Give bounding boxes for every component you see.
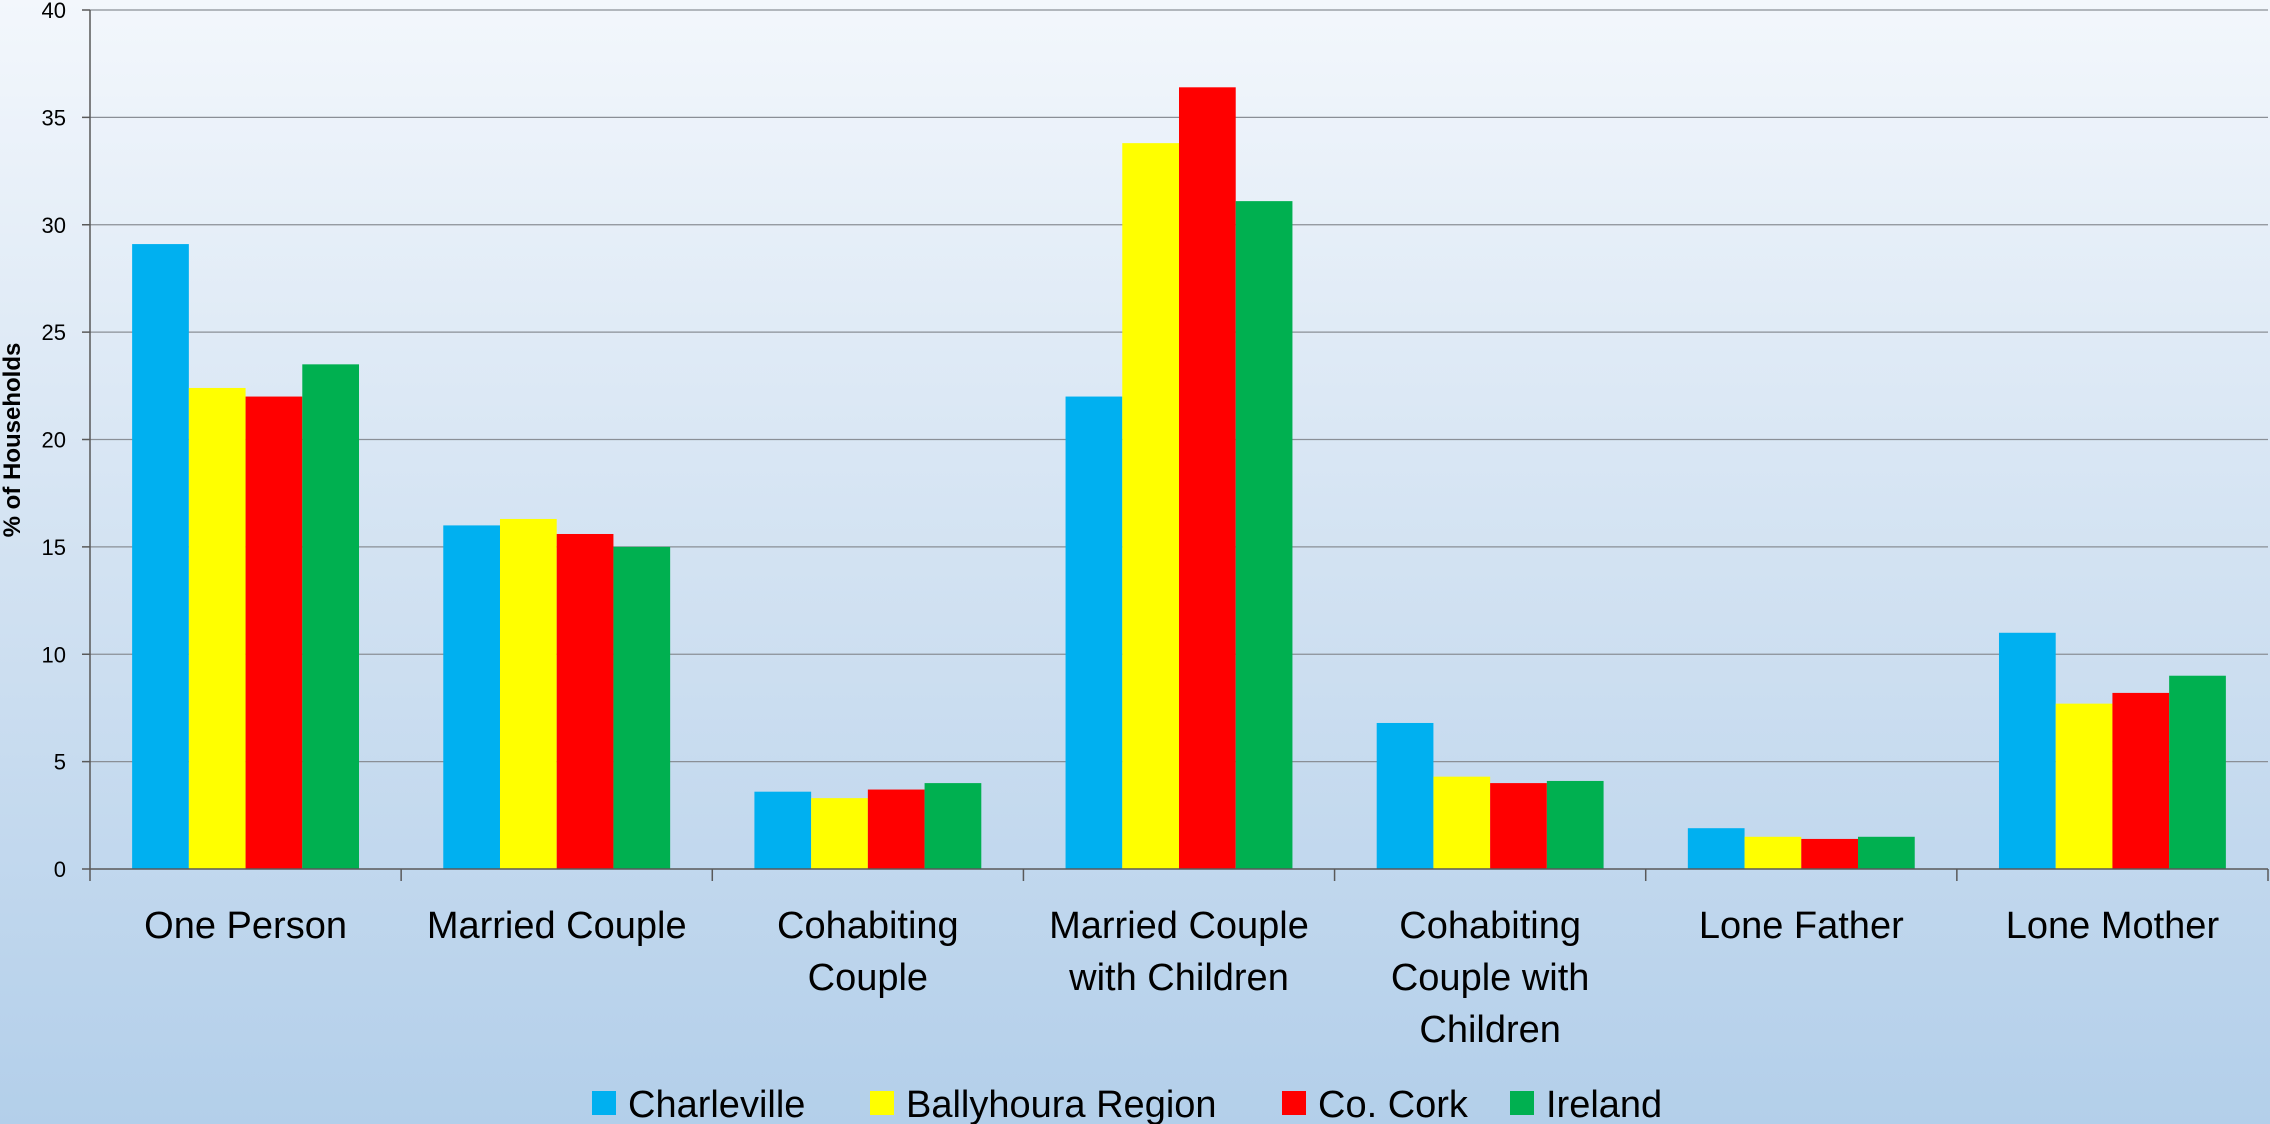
y-tick-label: 25: [42, 320, 66, 345]
y-tick-label: 0: [54, 857, 66, 882]
legend-swatch: [870, 1091, 894, 1115]
bar: [1065, 396, 1123, 869]
legend-label: Co. Cork: [1318, 1084, 1469, 1124]
bar: [1801, 838, 1859, 869]
bar: [2112, 692, 2170, 869]
bars: [132, 87, 2226, 869]
y-tick-label: 30: [42, 213, 66, 238]
bar: [2169, 675, 2226, 869]
category-label: Cohabiting: [1399, 905, 1581, 947]
legend: Charleville Ballyhoura Region Co. Cork Irel…: [592, 1084, 1662, 1124]
bar: [811, 798, 868, 869]
bar: [1235, 201, 1293, 869]
category-label: One Person: [144, 905, 347, 947]
bar: [499, 518, 557, 869]
bar: [1858, 836, 1915, 869]
bar: [302, 364, 360, 869]
category-label: Lone Father: [1699, 905, 1904, 947]
bar: [443, 525, 500, 869]
y-tick-label: 5: [54, 750, 66, 775]
legend-item: Co. Cork: [1282, 1084, 1469, 1124]
category-labels: One Person Married Couple Cohabiting Couple…: [144, 905, 2219, 1051]
bar: [1744, 836, 1802, 869]
legend-swatch: [1510, 1091, 1534, 1115]
legend-item: Charleville: [592, 1084, 805, 1124]
legend-swatch: [1282, 1091, 1306, 1115]
category-label: Children: [1419, 1009, 1561, 1051]
bar: [754, 791, 812, 869]
bar: [1122, 143, 1179, 869]
bar: [1490, 783, 1547, 869]
y-tick-label: 35: [42, 105, 66, 130]
legend-label: Charleville: [628, 1084, 805, 1124]
bar: [613, 546, 671, 869]
category-label: Couple: [808, 957, 928, 999]
legend-item: Ballyhoura Region: [870, 1084, 1217, 1124]
category-label: Married Couple: [1049, 905, 1309, 947]
legend-swatch: [592, 1091, 616, 1115]
legend-item: Ireland: [1510, 1084, 1662, 1124]
category-label: Lone Mother: [2006, 905, 2220, 947]
bar: [1998, 632, 2056, 869]
y-tick-label: 10: [42, 642, 66, 667]
bar: [188, 387, 246, 869]
bar: [1179, 87, 1236, 869]
bar: [1687, 828, 1745, 869]
y-tick-label: 40: [42, 0, 66, 23]
category-label: Cohabiting: [777, 905, 959, 947]
y-axis-label: % of Households: [0, 343, 26, 538]
y-tick-labels: 0 5 10 15 20 25 30 35 40: [42, 0, 66, 882]
y-tick-label: 20: [42, 428, 66, 453]
category-label: Couple with: [1391, 957, 1590, 999]
bar: [1433, 776, 1491, 869]
axes: [82, 9, 2269, 881]
bar: [867, 789, 925, 869]
y-tick-label: 15: [42, 535, 66, 560]
bar: [2055, 703, 2113, 869]
bar: [556, 533, 614, 869]
bar: [132, 244, 189, 869]
legend-label: Ireland: [1546, 1084, 1662, 1124]
bar: [1546, 780, 1604, 869]
category-label: with Children: [1068, 957, 1289, 999]
bar: [245, 396, 303, 869]
bar: [924, 783, 982, 869]
category-label: Married Couple: [427, 905, 687, 947]
legend-label: Ballyhoura Region: [906, 1084, 1217, 1124]
bar: [1376, 722, 1434, 869]
